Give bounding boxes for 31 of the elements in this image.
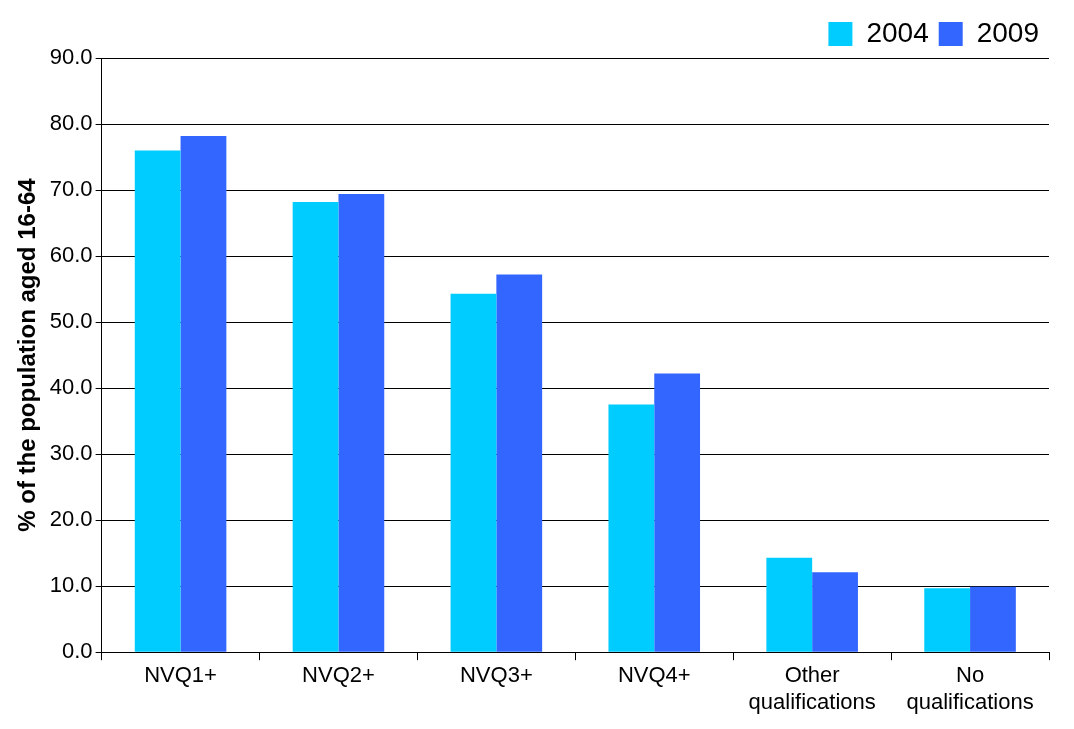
legend-label: 2004 [866, 16, 929, 48]
y-tick-label: 40.0 [49, 374, 93, 400]
y-tick-label: 60.0 [49, 242, 93, 268]
legend-label: 2009 [976, 16, 1040, 48]
y-tick-label: 0.0 [62, 638, 93, 664]
y-tick-label: 50.0 [49, 308, 93, 334]
y-tick-label: 30.0 [49, 440, 93, 466]
x-tick-label: No qualifications [906, 662, 1034, 714]
y-tick-label: 10.0 [49, 572, 93, 598]
bar [496, 274, 543, 652]
x-tick-label: NVQ4+ [617, 662, 691, 688]
bar [180, 135, 227, 652]
bar [134, 150, 181, 652]
x-tick-label: NVQ2+ [302, 662, 375, 688]
y-tick-label: 20.0 [49, 506, 93, 532]
bar [292, 201, 339, 652]
bar [338, 194, 385, 652]
y-tick-label: 70.0 [49, 176, 93, 202]
bar [608, 404, 655, 652]
bar [812, 572, 858, 652]
x-tick-label: NVQ3+ [459, 662, 533, 688]
bar [654, 373, 701, 652]
bar [924, 588, 971, 652]
bar [450, 293, 497, 652]
x-tick-label: Other qualifications [748, 662, 876, 714]
x-tick-label: NVQ1+ [144, 662, 217, 688]
y-tick-label: 90.0 [49, 44, 93, 70]
bar [766, 557, 813, 652]
y-axis-title: % of the population aged 16-64 [13, 177, 41, 532]
y-tick-label: 80.0 [49, 110, 93, 136]
bar [970, 586, 1016, 652]
